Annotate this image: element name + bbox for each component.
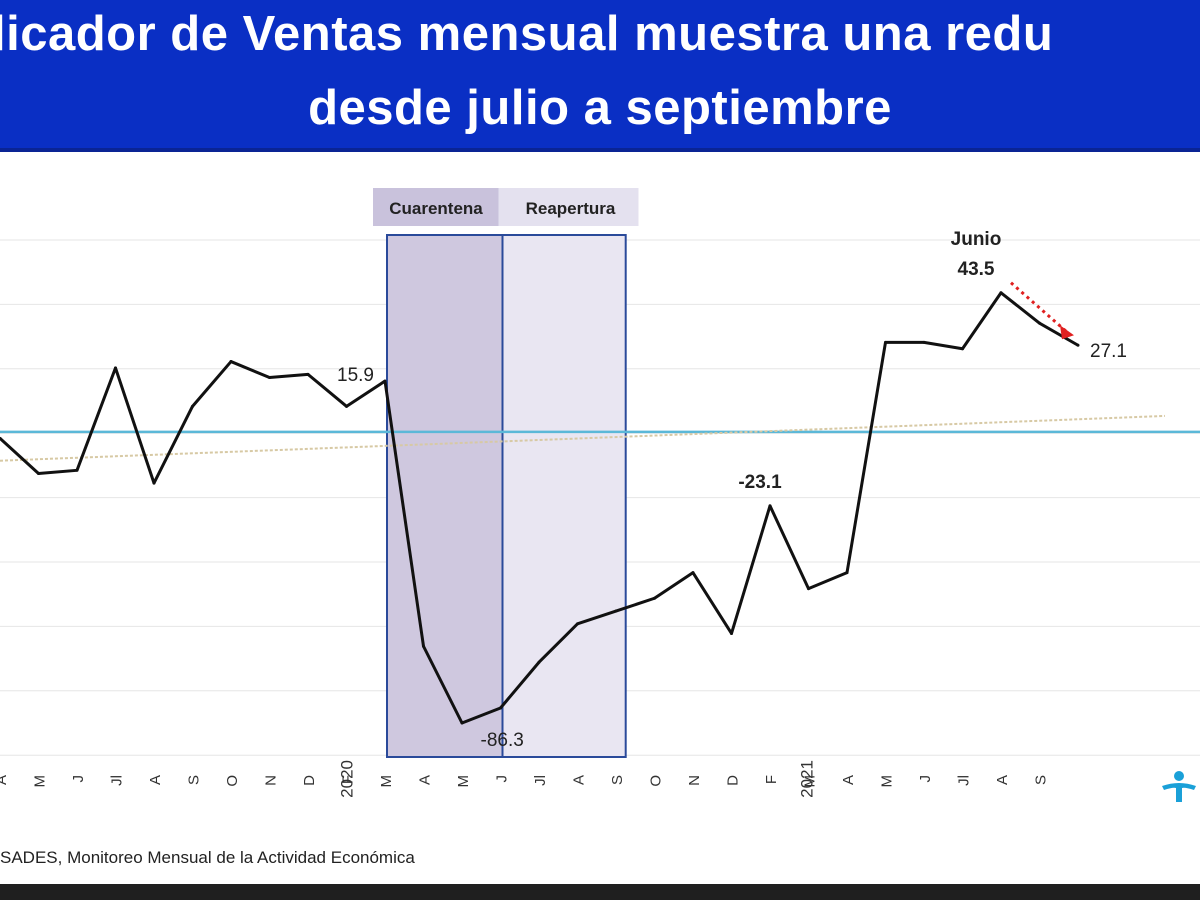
x-tick-label: F [340,775,357,784]
arrow-head [1060,325,1074,340]
band-label-reapertura: Reapertura [526,199,616,218]
data-point [229,360,233,364]
data-point [691,571,695,575]
data-point [422,644,425,648]
data-point [499,706,502,710]
year-label: 2020 [337,760,356,798]
chart-title-line2: desde julio a septiembre [308,81,892,135]
x-tick-label: Jl [956,775,973,786]
x-axis-ticks: A M J Jl A S O N D F M A M J Jl A S O N D F M A M J Jl A S 2020 2021 [0,760,1050,798]
data-point [884,340,887,344]
data-label: Junio [951,229,1002,250]
data-point [0,436,2,440]
data-point [845,571,849,575]
data-point [961,347,964,351]
data-point [999,291,1003,295]
trend-line [0,414,1166,462]
data-label: 15.9 [337,365,374,386]
data-point [114,366,117,370]
data-point [1076,343,1080,347]
band-reapertura [501,234,627,758]
data-label: -86.3 [481,730,524,751]
band-header-cuarentena [373,188,500,226]
x-tick-label: A [994,775,1011,785]
data-point [730,631,733,635]
year-label: 2021 [797,760,816,798]
organization-logo [1162,771,1196,802]
x-tick-label: Jl [532,775,549,786]
x-tick-label: A [840,775,857,785]
x-tick-label: A [0,775,10,785]
chart-title-line1: licador de Ventas mensual muestra una re… [0,7,1054,61]
x-tick-label: M [455,775,472,788]
data-point [807,587,810,591]
x-tick-label: S [1033,775,1050,785]
x-tick-label: O [224,775,241,787]
x-tick-label: J [70,775,87,783]
x-tick-label: Jl [109,775,126,786]
x-tick-label: M [32,775,49,788]
data-point [537,660,541,664]
x-tick-label: M [879,775,896,788]
data-point [152,481,156,485]
title-banner: licador de Ventas mensual muestra una re… [0,0,1200,152]
arrow-shaft [1010,281,1067,333]
x-tick-label: J [917,775,934,783]
data-point [75,468,79,472]
data-point [383,379,387,383]
x-tick-label: D [301,775,318,786]
x-tick-label: S [186,775,203,785]
band-header-reapertura [498,188,639,226]
data-point [345,404,348,408]
data-point [614,609,618,613]
data-point [576,622,579,626]
series-line [0,291,1080,725]
data-label: -23.1 [738,472,782,493]
x-tick-label: J [494,775,511,783]
data-point [768,504,772,508]
x-tick-label: M [378,775,395,788]
data-point [460,721,464,725]
x-tick-label: F [763,775,780,784]
x-tick-label: O [648,775,665,787]
sales-indicator-chart: Cuarentena Reapertura 15.9 -86.3 -23.1 Junio… [0,188,1200,798]
x-tick-label: D [725,775,742,786]
x-tick-label: S [609,775,626,785]
data-point [653,596,656,600]
band-label-cuarentena: Cuarentena [389,199,483,218]
period-bands: Cuarentena Reapertura [373,188,639,758]
annotations: 15.9 -86.3 -23.1 Junio 43.5 27.1 [337,229,1127,751]
x-tick-label: A [417,775,434,785]
reference-lines [0,414,1200,462]
x-tick-label: N [686,775,703,786]
data-label: 27.1 [1090,341,1127,362]
data-point [191,404,194,408]
data-point [922,340,926,344]
x-tick-label: A [571,775,588,785]
data-point [1038,321,1041,325]
trend-arrow [1010,281,1074,340]
x-tick-label: A [147,775,164,785]
data-point [37,472,40,476]
data-point [306,372,310,376]
x-tick-label: M [802,775,819,788]
data-label: 43.5 [958,259,995,280]
bottom-bar [0,884,1200,900]
data-point [268,376,271,380]
band-cuarentena [386,234,504,758]
x-tick-label: N [263,775,280,786]
source-note: SADES, Monitoreo Mensual de la Actividad… [0,848,415,867]
